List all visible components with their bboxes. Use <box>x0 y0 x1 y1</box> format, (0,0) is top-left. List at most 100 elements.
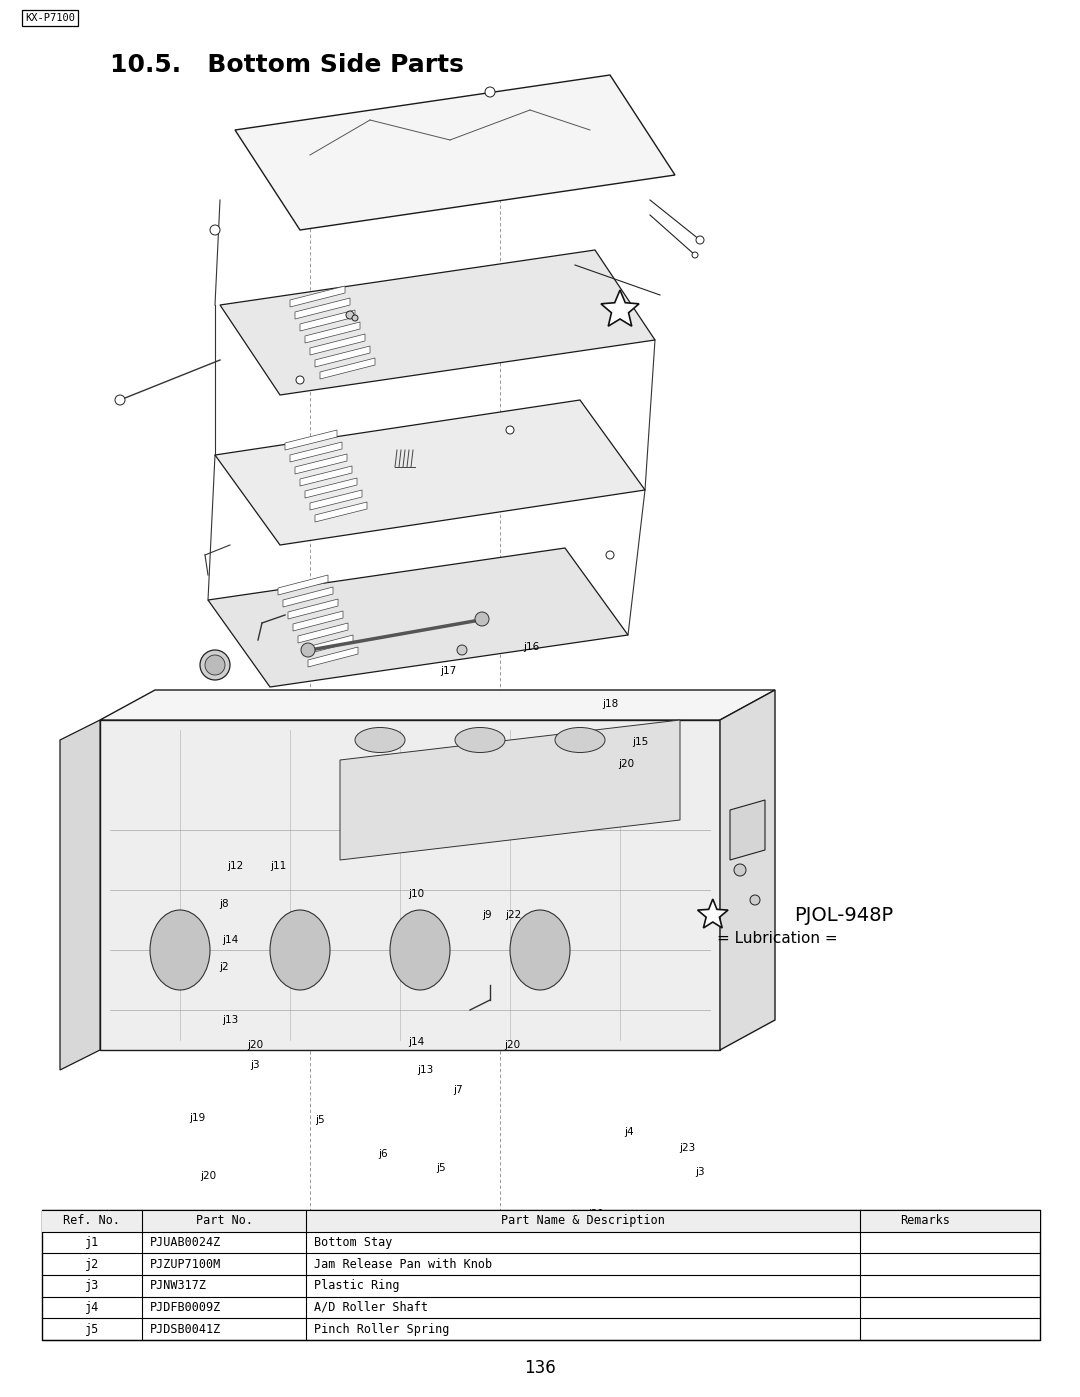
Polygon shape <box>291 286 345 307</box>
Circle shape <box>475 612 489 626</box>
Circle shape <box>205 655 225 675</box>
Ellipse shape <box>150 909 210 990</box>
Text: Part Name & Description: Part Name & Description <box>501 1214 665 1228</box>
Text: j23: j23 <box>678 1143 696 1154</box>
Polygon shape <box>278 576 328 595</box>
Text: j7: j7 <box>454 1084 462 1095</box>
Polygon shape <box>308 647 357 666</box>
Polygon shape <box>215 400 645 545</box>
Polygon shape <box>288 599 338 619</box>
Text: j16: j16 <box>523 641 540 652</box>
FancyBboxPatch shape <box>42 1210 1040 1340</box>
Text: j14: j14 <box>407 1037 424 1048</box>
Text: PJZUP7100M: PJZUP7100M <box>150 1257 221 1271</box>
Text: 10.5.   Bottom Side Parts: 10.5. Bottom Side Parts <box>110 53 464 77</box>
Polygon shape <box>720 690 775 1051</box>
Text: j1: j1 <box>84 1236 99 1249</box>
Text: j4: j4 <box>624 1126 633 1137</box>
Text: j17: j17 <box>440 665 457 676</box>
Circle shape <box>296 376 303 384</box>
Text: j22: j22 <box>504 909 522 921</box>
Polygon shape <box>698 900 728 928</box>
Polygon shape <box>100 690 775 719</box>
Polygon shape <box>298 623 348 643</box>
Circle shape <box>457 645 467 655</box>
Circle shape <box>734 863 746 876</box>
Text: Pinch Roller Spring: Pinch Roller Spring <box>314 1323 450 1336</box>
Polygon shape <box>300 310 355 331</box>
Polygon shape <box>320 358 375 379</box>
Circle shape <box>696 236 704 244</box>
Ellipse shape <box>510 909 570 990</box>
Polygon shape <box>310 490 362 510</box>
Circle shape <box>210 225 220 235</box>
Text: j10: j10 <box>408 888 423 900</box>
Text: j11: j11 <box>270 861 287 872</box>
Text: j19: j19 <box>189 1112 206 1123</box>
Polygon shape <box>315 502 367 522</box>
Text: Remarks: Remarks <box>901 1214 950 1228</box>
Polygon shape <box>305 478 357 497</box>
Text: j6: j6 <box>379 1148 388 1160</box>
Circle shape <box>750 895 760 905</box>
Ellipse shape <box>355 728 405 753</box>
Polygon shape <box>340 719 680 861</box>
Circle shape <box>301 643 315 657</box>
Text: Jam Release Pan with Knob: Jam Release Pan with Knob <box>314 1257 492 1271</box>
Text: Bottom Stay: Bottom Stay <box>314 1236 393 1249</box>
Circle shape <box>507 426 514 434</box>
Text: PJDFB0009Z: PJDFB0009Z <box>150 1301 221 1315</box>
Text: PJNW317Z: PJNW317Z <box>150 1280 206 1292</box>
Polygon shape <box>60 719 100 1070</box>
Text: j2: j2 <box>219 961 228 972</box>
Text: KX-P7100: KX-P7100 <box>25 13 75 22</box>
Text: j20: j20 <box>504 1039 519 1051</box>
Ellipse shape <box>390 909 450 990</box>
Text: A/D Roller Shaft: A/D Roller Shaft <box>314 1301 429 1315</box>
Polygon shape <box>293 610 343 631</box>
Circle shape <box>114 395 125 405</box>
Circle shape <box>606 550 615 559</box>
Polygon shape <box>208 548 627 687</box>
Text: j8: j8 <box>219 898 228 909</box>
Ellipse shape <box>555 728 605 753</box>
Text: j20: j20 <box>484 1280 499 1291</box>
Text: = Lubrication =: = Lubrication = <box>717 932 838 946</box>
Polygon shape <box>300 467 352 486</box>
Circle shape <box>200 650 230 680</box>
Polygon shape <box>315 346 370 367</box>
Text: j3: j3 <box>251 1059 259 1070</box>
Polygon shape <box>310 334 365 355</box>
Text: Plastic Ring: Plastic Ring <box>314 1280 400 1292</box>
Polygon shape <box>100 719 720 1051</box>
Text: j15: j15 <box>632 736 649 747</box>
Text: PJOL-948P: PJOL-948P <box>794 905 893 925</box>
Text: j20: j20 <box>247 1039 262 1051</box>
Text: PJUAB0024Z: PJUAB0024Z <box>150 1236 221 1249</box>
Text: 136: 136 <box>524 1359 556 1377</box>
Text: j3: j3 <box>84 1280 99 1292</box>
Text: j5: j5 <box>436 1162 445 1173</box>
Circle shape <box>692 251 698 258</box>
Polygon shape <box>220 250 654 395</box>
Text: j20: j20 <box>619 759 634 770</box>
Polygon shape <box>283 587 333 608</box>
Polygon shape <box>303 636 353 655</box>
Text: j5: j5 <box>84 1323 99 1336</box>
Text: j5: j5 <box>315 1115 324 1126</box>
Text: j9: j9 <box>483 909 491 921</box>
Polygon shape <box>295 454 347 474</box>
Ellipse shape <box>270 909 330 990</box>
Text: j2: j2 <box>84 1257 99 1271</box>
Circle shape <box>485 87 495 96</box>
Text: Part No.: Part No. <box>195 1214 253 1228</box>
Circle shape <box>346 312 354 319</box>
Text: j1: j1 <box>624 1249 633 1260</box>
Text: j13: j13 <box>417 1065 434 1076</box>
Polygon shape <box>600 291 639 326</box>
Text: j18: j18 <box>602 698 619 710</box>
Polygon shape <box>305 321 360 344</box>
Polygon shape <box>295 298 350 319</box>
Polygon shape <box>730 800 765 861</box>
Text: j3: j3 <box>696 1166 704 1178</box>
